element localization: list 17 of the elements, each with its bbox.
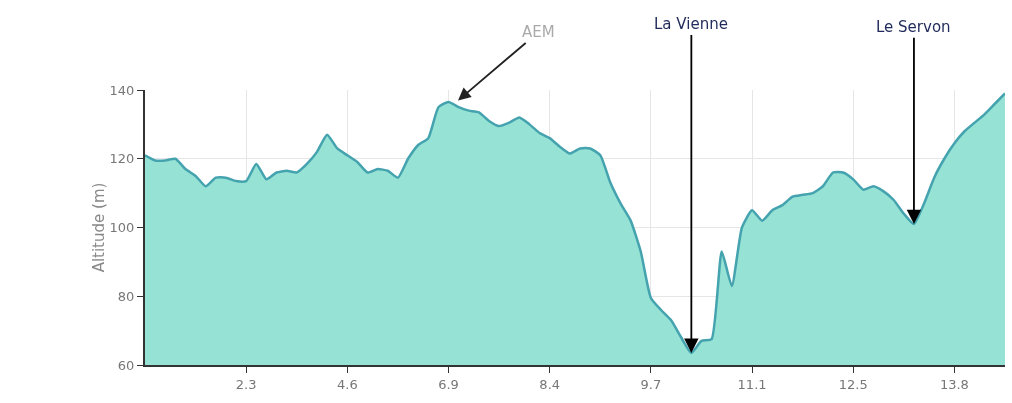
y-tick-label: 80 <box>117 288 135 304</box>
x-tick-label: 9.7 <box>640 376 662 392</box>
annotation: Le Servon <box>876 18 951 36</box>
y-tick-label: 140 <box>109 82 135 98</box>
text: AEM <box>522 23 555 41</box>
x-tick-label: 11.1 <box>737 376 767 392</box>
x-tick-label: 2.3 <box>235 376 257 392</box>
y-tick-label: 60 <box>117 357 135 373</box>
x-tick-label: 12.5 <box>838 376 868 392</box>
y-tick-label: 100 <box>109 220 135 236</box>
annotation: La Vienne <box>654 15 728 33</box>
y-axis-title: Altitude (m) <box>89 182 108 273</box>
x-tick-label: 13.8 <box>939 376 969 392</box>
y-tick-label: 120 <box>109 151 135 167</box>
x-tick-label: 8.4 <box>539 376 561 392</box>
x-tick-label: 6.9 <box>438 376 459 392</box>
x-tick-label: 4.6 <box>337 376 358 392</box>
